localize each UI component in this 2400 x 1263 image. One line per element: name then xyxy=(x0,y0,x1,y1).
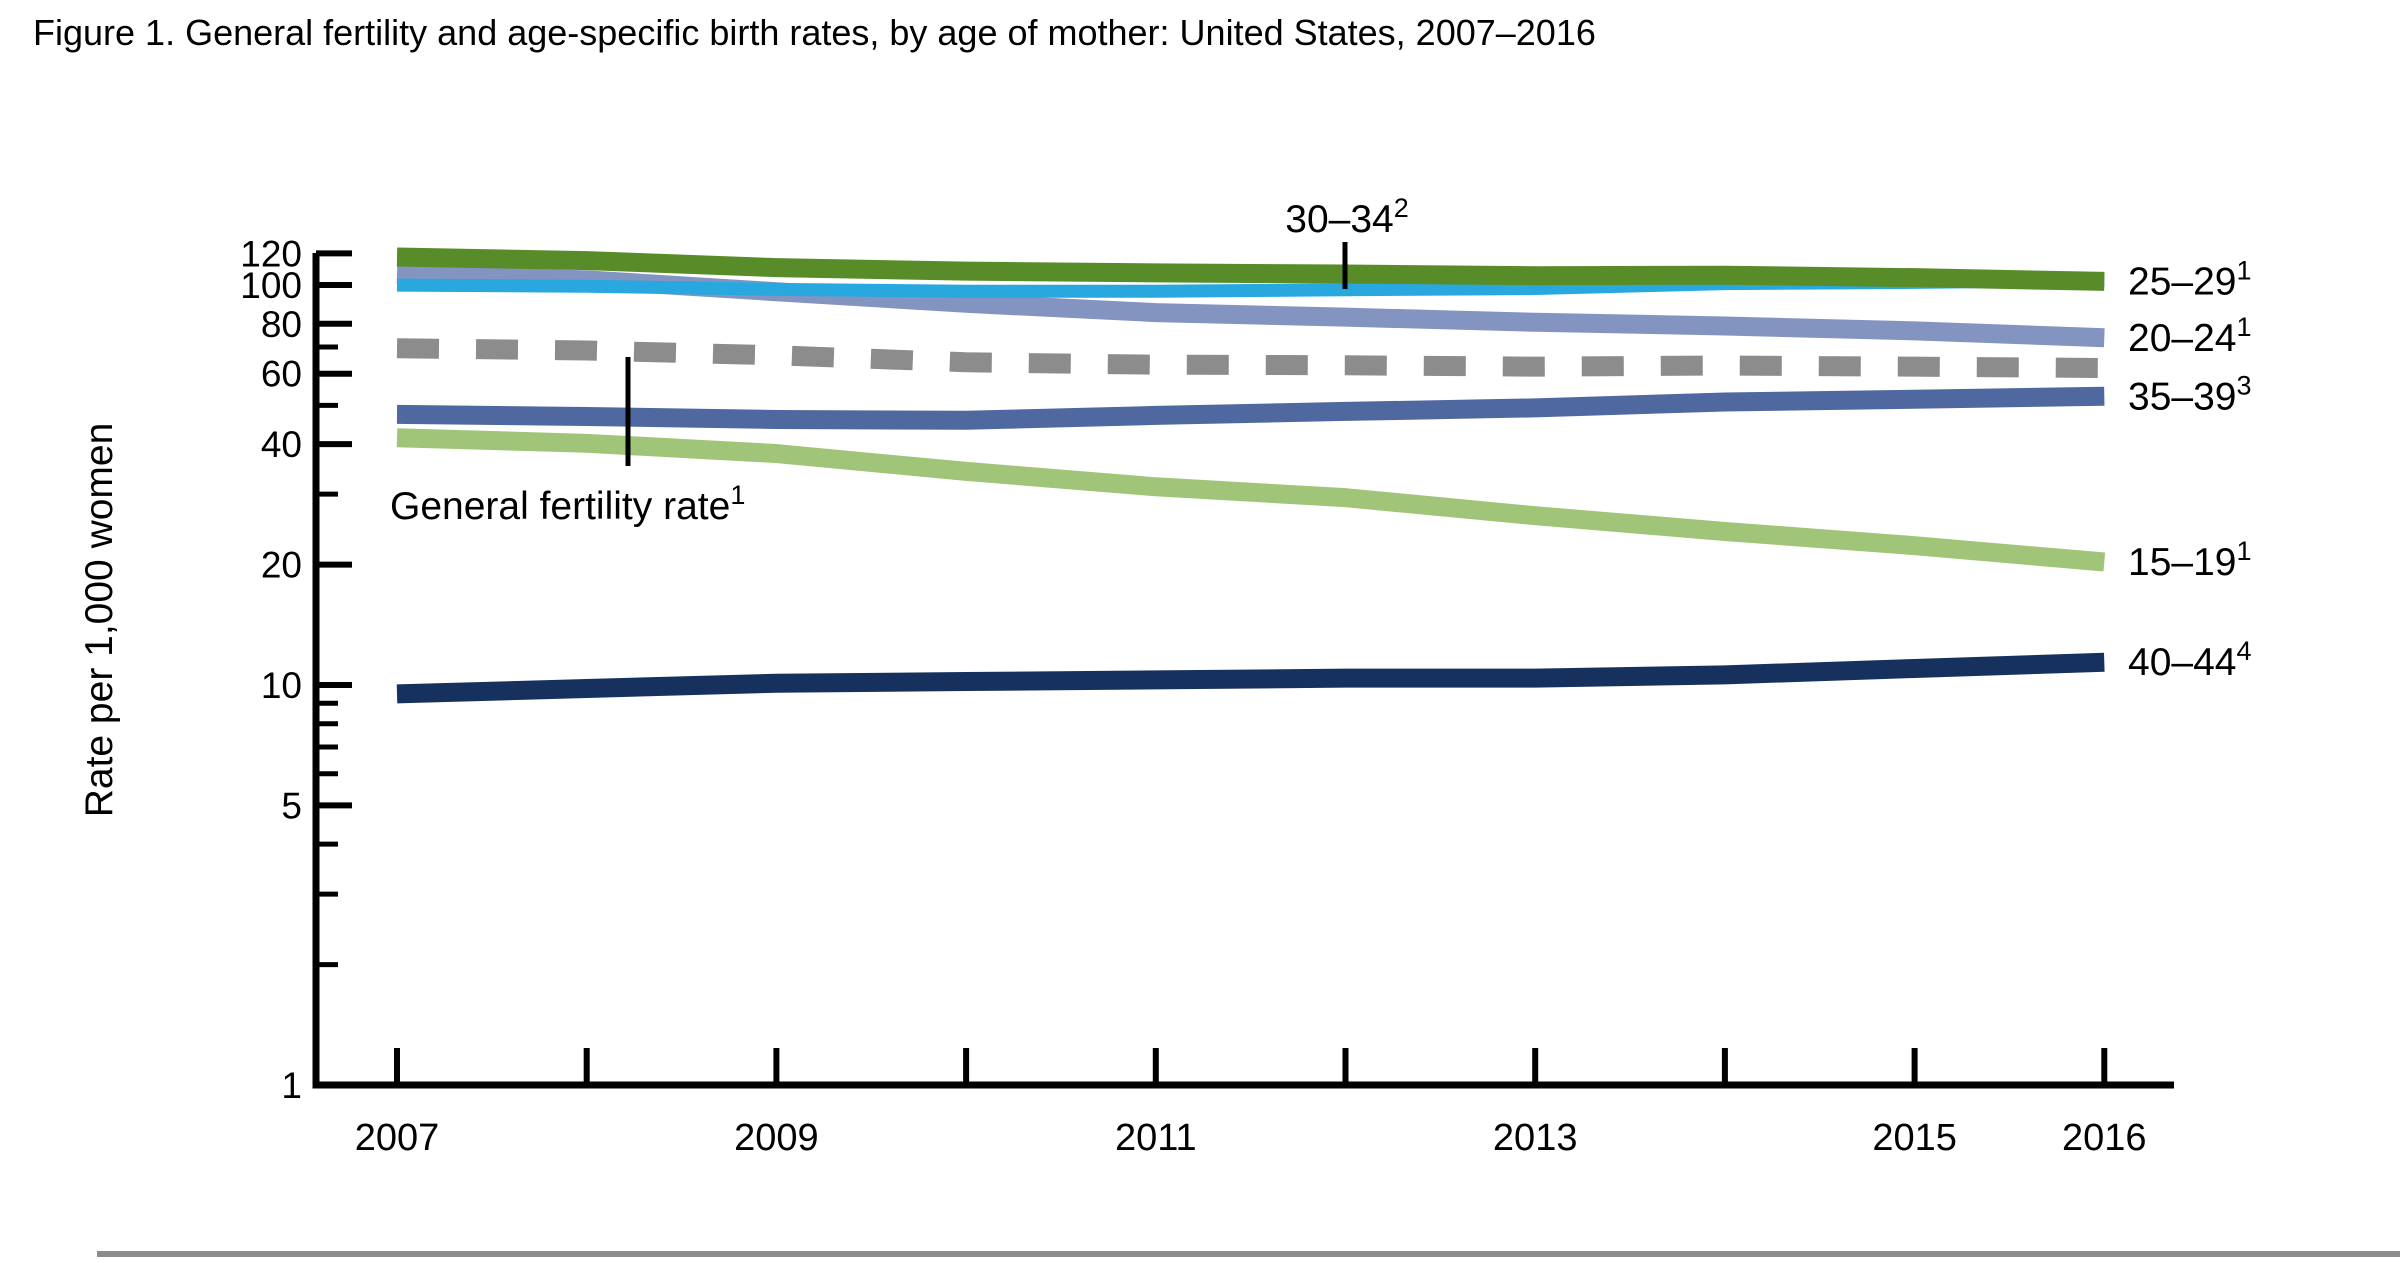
label-20-24: 20–241 xyxy=(2128,312,2251,360)
y-tick-label: 60 xyxy=(261,354,302,395)
series-line-15-19 xyxy=(396,428,2106,572)
x-tick-label: 2009 xyxy=(734,1117,819,1159)
label-25-29: 25–291 xyxy=(2128,255,2251,303)
y-tick-label: 80 xyxy=(261,304,302,345)
y-tick-label: 5 xyxy=(281,785,302,826)
y-tick-label: 10 xyxy=(261,665,302,706)
series-end-labels: 25–291 20–241 35–393 15–191 40–444 xyxy=(2128,255,2251,684)
series-line-35-39 xyxy=(396,386,2105,430)
annotation-gfr: General fertility rate1 xyxy=(390,480,745,528)
series-line-25-29 xyxy=(396,247,2105,291)
y-axis-title: Rate per 1,000 women xyxy=(78,423,121,818)
x-axis-tick-labels: 2007 2009 2011 2013 2015 2016 xyxy=(355,1117,2147,1159)
series-lines xyxy=(396,247,2106,704)
label-40-44: 40–444 xyxy=(2128,636,2251,684)
bottom-rule xyxy=(97,1251,2400,1257)
series-line-40-44 xyxy=(396,652,2105,704)
annotation-30-34: 30–342 xyxy=(1285,193,1408,241)
y-tick-label: 20 xyxy=(261,545,302,586)
y-tick-label: 40 xyxy=(261,424,302,465)
x-tick-label: 2007 xyxy=(355,1117,440,1159)
x-axis-ticks xyxy=(394,1048,2108,1085)
y-tick-label: 1 xyxy=(281,1065,302,1106)
x-tick-label: 2015 xyxy=(1872,1117,1957,1159)
y-tick-label: 120 xyxy=(240,233,302,274)
label-15-19: 15–191 xyxy=(2128,536,2251,584)
series-line-gfr xyxy=(396,338,2105,379)
x-tick-label: 2011 xyxy=(1115,1117,1197,1159)
label-35-39: 35–393 xyxy=(2128,370,2251,418)
figure-title: Figure 1. General fertility and age-spec… xyxy=(33,12,1596,53)
x-tick-label: 2013 xyxy=(1493,1117,1578,1159)
y-tick-label: 100 xyxy=(240,265,302,306)
y-axis-ticks xyxy=(316,250,352,1088)
x-tick-label: 2016 xyxy=(2062,1117,2147,1159)
